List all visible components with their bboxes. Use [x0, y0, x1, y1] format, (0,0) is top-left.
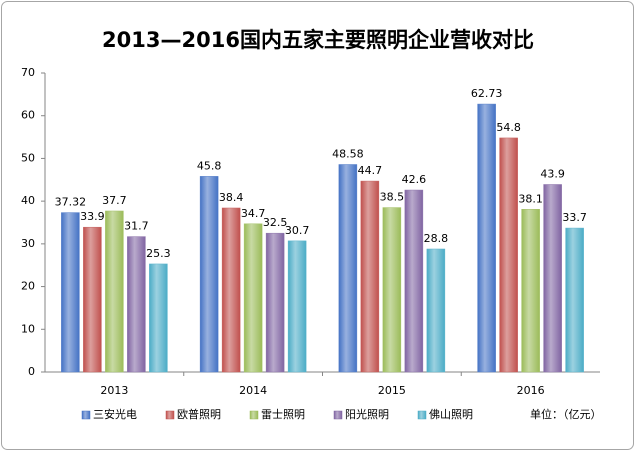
legend-label: 雷士照明: [261, 408, 305, 421]
legend-label: 佛山照明: [429, 408, 473, 421]
bar: [360, 180, 380, 373]
data-label: 45.8: [197, 159, 222, 172]
data-label: 31.7: [124, 220, 149, 233]
y-tick-label: 30: [21, 237, 35, 250]
data-label: 32.5: [263, 216, 288, 229]
legend-label: 阳光照明: [345, 407, 389, 421]
data-label: 33.7: [562, 211, 587, 224]
data-label: 37.32: [55, 196, 87, 209]
legend-swatch: [165, 410, 175, 420]
y-tick-label: 60: [21, 109, 35, 122]
bar: [105, 210, 124, 373]
y-tick-label: 0: [28, 365, 35, 378]
bar: [127, 236, 146, 373]
y-tick-label: 10: [21, 322, 35, 335]
x-tick-label: 2014: [239, 384, 267, 397]
data-label: 42.6: [402, 173, 427, 186]
bar: [565, 227, 584, 373]
data-label: 37.7: [102, 194, 127, 207]
bar: [287, 240, 307, 373]
bar: [521, 209, 540, 373]
x-tick-label: 2015: [378, 384, 406, 397]
bar: [477, 103, 496, 373]
legend-label: 欧普照明: [177, 407, 221, 421]
bar: [404, 189, 424, 373]
data-label: 25.3: [146, 247, 171, 260]
data-label: 54.8: [496, 121, 521, 134]
y-tick-label: 50: [21, 151, 35, 164]
bar: [265, 232, 285, 373]
legend-swatch: [249, 410, 259, 420]
legend-swatch: [417, 410, 427, 420]
bar: [499, 137, 518, 373]
bar: [382, 207, 402, 373]
bar: [83, 226, 102, 373]
x-tick-label: 2016: [517, 384, 545, 397]
bar: [149, 263, 168, 373]
data-label: 38.1: [518, 192, 543, 205]
y-tick-label: 20: [21, 280, 35, 293]
bar: [221, 207, 241, 373]
unit-note: 单位：（亿元）: [530, 407, 602, 421]
data-label: 62.73: [471, 87, 503, 100]
data-label: 43.9: [540, 167, 565, 180]
legend-swatch: [333, 410, 343, 420]
y-tick-label: 40: [21, 194, 35, 207]
data-label: 33.9: [80, 210, 105, 223]
bar: [243, 223, 263, 373]
bar: [543, 184, 562, 373]
bar: [199, 176, 219, 373]
chart-title: 2013—2016国内五家主要照明企业营收对比: [102, 28, 534, 52]
data-label: 30.7: [285, 224, 310, 237]
bar: [338, 164, 358, 373]
bar: [426, 248, 446, 373]
data-label: 34.7: [241, 207, 266, 220]
data-label: 28.8: [424, 232, 449, 245]
data-label: 38.5: [380, 191, 405, 204]
x-tick-label: 2013: [100, 384, 128, 397]
legend-swatch: [81, 410, 91, 420]
bar: [61, 212, 80, 373]
data-label: 38.4: [219, 191, 244, 204]
data-label: 44.7: [358, 164, 383, 177]
data-label: 48.58: [332, 147, 364, 160]
legend-label: 三安光电: [93, 407, 137, 421]
y-tick-label: 70: [21, 66, 35, 79]
